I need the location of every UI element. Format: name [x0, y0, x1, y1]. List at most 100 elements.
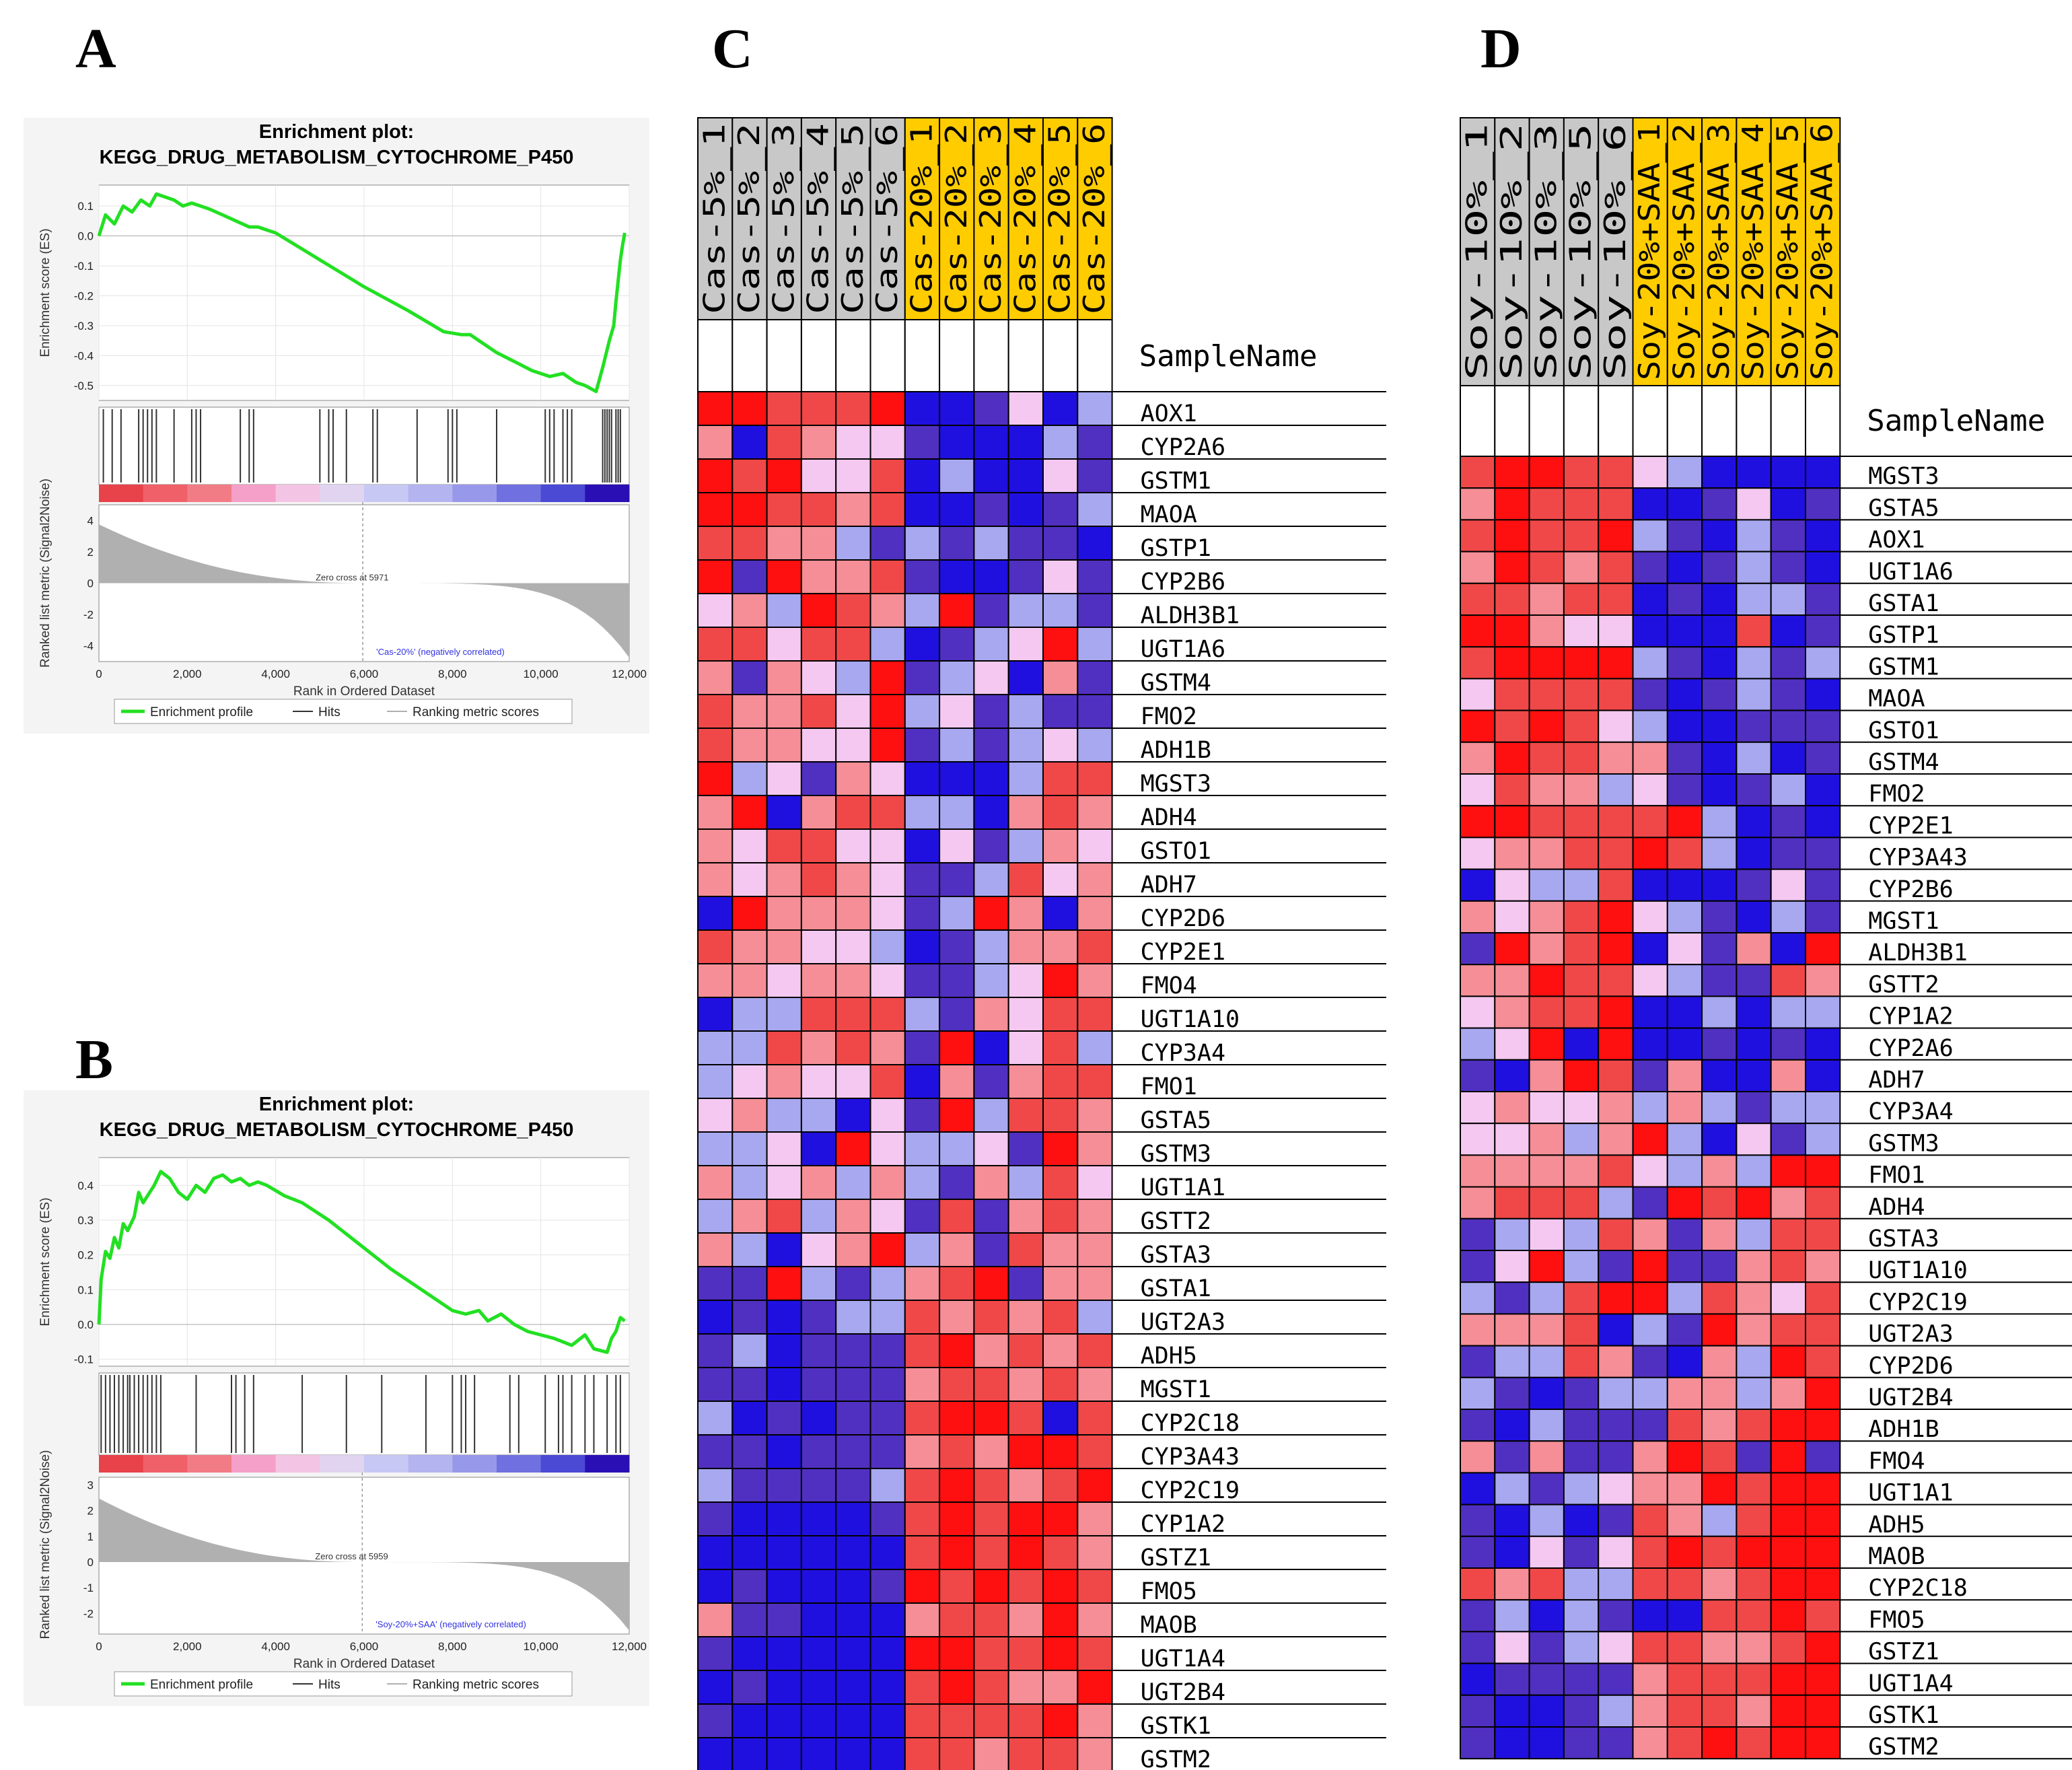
heatmap-cell: [1077, 1064, 1113, 1099]
heatmap-cell: [731, 1737, 768, 1770]
heatmap-cell: [1805, 487, 1841, 521]
heatmap-cell: [1077, 1501, 1113, 1536]
heatmap-cell: [1494, 519, 1530, 553]
heatmap-cell: [1460, 456, 1496, 489]
heatmap-cell: [800, 1569, 837, 1604]
column-spacer-cell: [1598, 385, 1634, 457]
heatmap-cell: [800, 1300, 837, 1335]
heatmap-cell: [835, 391, 871, 426]
heatmap-cell: [1770, 868, 1806, 902]
row-gene-label: UGT1A1: [1141, 1174, 1225, 1201]
heatmap-cell: [1805, 868, 1841, 902]
heatmap-cell: [1042, 1636, 1079, 1671]
row-gene-label: ADH7: [1868, 1067, 1925, 1094]
heatmap-cell: [1666, 932, 1703, 966]
heatmap-cell: [1460, 1376, 1496, 1411]
heatmap-cell: [939, 391, 975, 426]
row-gene-label: ADH1B: [1868, 1416, 1939, 1443]
heatmap-cell: [1666, 837, 1703, 870]
heatmap-cell: [1494, 1091, 1530, 1125]
heatmap-cell: [1770, 1726, 1806, 1760]
heatmap-cell: [1494, 614, 1530, 648]
heatmap-cell: [869, 1165, 906, 1200]
rank-color-bar-segment: [187, 485, 232, 502]
heatmap-cell: [731, 526, 768, 561]
heatmap-cell: [1736, 646, 1772, 680]
heatmap-cell: [835, 1232, 871, 1267]
heatmap-cell: [1666, 964, 1703, 997]
column-label: Cas-5%_1: [698, 123, 732, 314]
heatmap-cell: [731, 828, 768, 863]
heatmap-cell: [766, 1535, 802, 1570]
heatmap-cell: [1563, 519, 1600, 553]
heatmap-cell: [800, 761, 837, 796]
heatmap-cell: [1563, 1694, 1600, 1728]
heatmap-cell: [973, 1266, 1009, 1301]
heatmap-cell: [731, 862, 768, 897]
heatmap-cell: [731, 1501, 768, 1536]
heatmap-cell: [1736, 1281, 1772, 1315]
heatmap-cell: [869, 1232, 906, 1267]
heatmap-cell: [697, 627, 734, 662]
heatmap-cell: [1460, 741, 1496, 775]
heatmap-cell: [1494, 773, 1530, 807]
heatmap-cell: [904, 1535, 941, 1570]
heatmap-cell: [1528, 1567, 1565, 1601]
heatmap-cell: [1007, 627, 1044, 662]
heatmap-cell: [1494, 646, 1530, 680]
heatmap-cell: [1632, 519, 1668, 553]
heatmap-cell: [1007, 795, 1044, 830]
row-gene-label: UGT2A3: [1868, 1321, 1953, 1348]
heatmap-cell: [1770, 1662, 1806, 1696]
column-spacer-cell: [766, 319, 802, 392]
heatmap-cell: [800, 660, 837, 695]
heatmap-cell: [973, 761, 1009, 796]
heatmap-cell: [1736, 741, 1772, 775]
heatmap-cell: [1042, 1401, 1079, 1436]
heatmap-cell: [1494, 487, 1530, 521]
row-gene-label: ADH1B: [1141, 737, 1211, 764]
heatmap-cell: [835, 795, 871, 830]
heatmap-cell: [1528, 1503, 1565, 1537]
heatmap-cell: [1528, 1217, 1565, 1252]
heatmap-cell: [1042, 728, 1079, 763]
heatmap-cell: [1077, 1030, 1113, 1065]
heatmap-cell: [973, 1064, 1009, 1099]
heatmap-cell: [939, 1367, 975, 1402]
heatmap-cell: [1701, 614, 1738, 648]
row-gene-label: GSTO1: [1868, 717, 1939, 744]
heatmap-cell: [1460, 1250, 1496, 1283]
heatmap-cell: [835, 929, 871, 964]
rank-color-bar-segment: [408, 1455, 453, 1473]
heatmap-cell: [1494, 837, 1530, 870]
heatmap-cell: [939, 795, 975, 830]
heatmap-cell: [697, 1333, 734, 1368]
panel-label-c: C: [712, 17, 753, 80]
heatmap-cell: [835, 660, 871, 695]
heatmap-cell: [697, 1232, 734, 1267]
heatmap-cell: [939, 1636, 975, 1671]
heatmap-cell: [973, 1703, 1009, 1738]
heatmap-cell: [697, 1468, 734, 1503]
row-gene-label: GSTA5: [1141, 1107, 1211, 1134]
panel-label-a: A: [75, 17, 116, 80]
zero-cross-label: Zero cross at 5959: [315, 1551, 388, 1561]
heatmap-cell: [1805, 678, 1841, 711]
heatmap-cell: [1460, 995, 1496, 1029]
row-gene-label: FMO1: [1141, 1073, 1197, 1100]
heatmap-cell: [1666, 741, 1703, 775]
heatmap-cell: [869, 896, 906, 931]
heatmap-cell: [1598, 1123, 1634, 1156]
x-tick-label: 12,000: [612, 1640, 647, 1653]
heatmap-cell: [939, 1602, 975, 1637]
heatmap-cell: [904, 1030, 941, 1065]
x-tick-label: 8,000: [438, 1640, 467, 1653]
heatmap-cell: [973, 492, 1009, 527]
heatmap-cell: [904, 997, 941, 1032]
heatmap-cell: [939, 1703, 975, 1738]
heatmap-cell: [1770, 741, 1806, 775]
x-tick-label: 4,000: [261, 1640, 290, 1653]
row-gene-label: UGT1A10: [1141, 1006, 1240, 1033]
legend-box: [114, 1671, 573, 1697]
heatmap-cell: [973, 1670, 1009, 1705]
